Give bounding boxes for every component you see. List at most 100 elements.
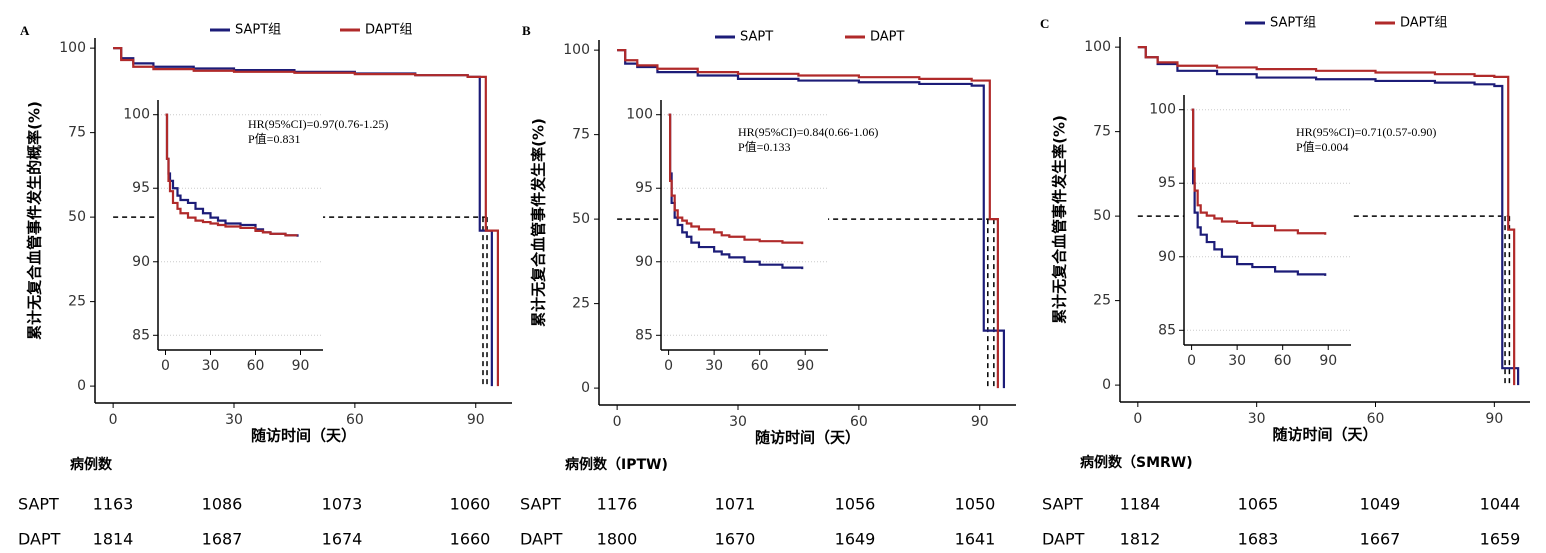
annotation: P值=0.831 <box>248 131 300 146</box>
annotation: HR(95%CI)=0.71(0.57-0.90) <box>1296 125 1436 139</box>
y-tick-label: 0 <box>581 380 590 396</box>
risk-count: 1163 <box>93 495 134 514</box>
x-tick-label: 30 <box>225 412 243 428</box>
inset-x-tick-label: 60 <box>247 358 265 374</box>
risk-count: 1814 <box>93 530 134 549</box>
x-axis-label: 随访时间（天） <box>755 429 860 447</box>
risk-count: 1800 <box>597 530 638 549</box>
risk-row-label: SAPT <box>520 495 561 514</box>
annotation: P值=0.133 <box>738 139 790 154</box>
risk-count: 1071 <box>715 495 756 514</box>
inset-x-tick-label: 90 <box>1319 353 1337 369</box>
risk-row-label: DAPT <box>520 530 563 549</box>
x-tick-label: 0 <box>109 412 118 428</box>
km-curve <box>617 49 999 389</box>
risk-count: 1687 <box>202 530 243 549</box>
inset-x-tick-label: 0 <box>1187 353 1196 369</box>
y-tick-label: 25 <box>68 294 86 310</box>
risk-count: 1049 <box>1360 495 1401 514</box>
risk-count: 1086 <box>202 495 243 514</box>
inset-km-curve <box>1191 108 1327 276</box>
y-axis-label: 累计无复合血管事件发生率(%) <box>1051 115 1069 324</box>
x-tick-label: 60 <box>850 414 868 430</box>
inset-y-tick-label: 85 <box>132 327 150 343</box>
risk-table-title: 病例数 <box>70 456 113 473</box>
x-axis-label: 随访时间（天） <box>1272 426 1377 444</box>
inset-y-tick-label: 95 <box>635 180 653 196</box>
inset-y-tick-label: 90 <box>635 254 653 270</box>
inset-y-tick-label: 95 <box>132 180 150 196</box>
y-tick-label: 50 <box>1093 208 1111 224</box>
y-tick-label: 0 <box>1102 377 1111 393</box>
risk-count: 1660 <box>450 530 491 549</box>
risk-table-title: 病例数（IPTW) <box>565 456 668 473</box>
risk-count: 1670 <box>715 530 756 549</box>
x-axis-label: 随访时间（天） <box>251 427 356 445</box>
y-tick-label: 75 <box>572 127 590 143</box>
annotation: P值=0.004 <box>1296 139 1348 154</box>
panel-label: B <box>522 23 531 38</box>
legend-label: SAPT组 <box>1270 16 1316 31</box>
risk-count: 1060 <box>450 495 491 514</box>
x-tick-label: 60 <box>346 412 364 428</box>
risk-count: 1641 <box>955 530 996 549</box>
inset-background <box>661 100 828 350</box>
risk-count: 1667 <box>1360 530 1401 549</box>
panel-label: A <box>20 23 30 38</box>
inset-y-tick-label: 95 <box>1158 175 1176 191</box>
y-tick-label: 25 <box>1093 293 1111 309</box>
x-tick-label: 30 <box>1248 411 1266 427</box>
x-tick-label: 0 <box>613 414 622 430</box>
inset-x-tick-label: 60 <box>751 358 769 374</box>
risk-table-title: 病例数（SMRW) <box>1080 454 1193 471</box>
km-curve <box>1137 46 1516 386</box>
inset-x-tick-label: 90 <box>796 358 814 374</box>
inset-y-tick-label: 85 <box>635 327 653 343</box>
inset-y-tick-label: 85 <box>1158 322 1176 338</box>
inset-km-curve <box>165 113 298 237</box>
km-curve <box>113 47 499 387</box>
inset-km-curve <box>1191 108 1327 235</box>
inset-y-tick-label: 100 <box>626 107 653 123</box>
legend-label: SAPT <box>740 30 773 45</box>
risk-count: 1184 <box>1120 495 1161 514</box>
x-tick-label: 90 <box>1485 411 1503 427</box>
legend-label: DAPT组 <box>1400 16 1447 31</box>
inset-y-tick-label: 90 <box>132 254 150 270</box>
inset-y-tick-label: 100 <box>123 107 150 123</box>
inset-x-tick-label: 30 <box>1228 353 1246 369</box>
x-tick-label: 0 <box>1133 411 1142 427</box>
y-tick-label: 0 <box>77 378 86 394</box>
panel-label: C <box>1040 16 1049 31</box>
risk-count: 1044 <box>1480 495 1521 514</box>
inset-x-tick-label: 90 <box>292 358 310 374</box>
y-tick-label: 100 <box>59 40 86 56</box>
x-tick-label: 60 <box>1367 411 1385 427</box>
inset-km-curve <box>668 113 804 245</box>
risk-row-label: SAPT <box>18 495 59 514</box>
legend-label: SAPT组 <box>235 23 281 38</box>
y-tick-label: 50 <box>572 211 590 227</box>
risk-count: 1073 <box>322 495 363 514</box>
annotation: HR(95%CI)=0.97(0.76-1.25) <box>248 117 388 131</box>
y-tick-label: 50 <box>68 209 86 225</box>
inset-x-tick-label: 30 <box>705 358 723 374</box>
inset-background <box>1184 95 1351 345</box>
inset-x-tick-label: 0 <box>664 358 673 374</box>
x-tick-label: 30 <box>729 414 747 430</box>
km-curve <box>1137 46 1520 386</box>
risk-row-label: SAPT <box>1042 495 1083 514</box>
inset-x-tick-label: 60 <box>1274 353 1292 369</box>
risk-count: 1812 <box>1120 530 1161 549</box>
legend-label: DAPT <box>870 30 905 45</box>
inset-x-tick-label: 0 <box>161 358 170 374</box>
risk-count: 1674 <box>322 530 363 549</box>
risk-count: 1176 <box>597 495 638 514</box>
annotation: HR(95%CI)=0.84(0.66-1.06) <box>738 125 878 139</box>
y-tick-label: 100 <box>563 42 590 58</box>
y-tick-label: 100 <box>1084 39 1111 55</box>
inset-y-tick-label: 100 <box>1149 102 1176 118</box>
y-axis-label: 累计无复合血管事件发生的概率(%) <box>26 101 44 340</box>
inset-x-tick-label: 30 <box>202 358 220 374</box>
